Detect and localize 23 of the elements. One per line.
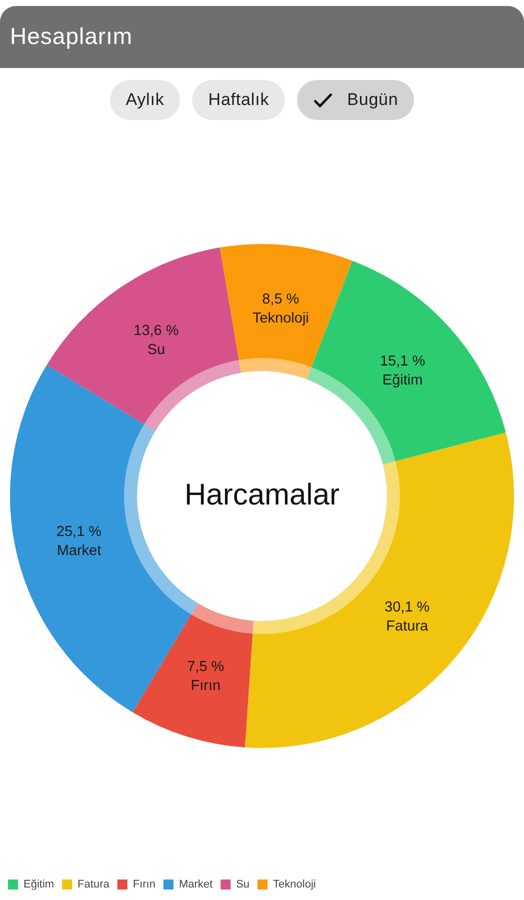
app-header: Hesaplarım: [0, 6, 524, 68]
slice-label: Fatura: [386, 618, 430, 634]
legend-label: Fatura: [78, 878, 110, 891]
legend-label: Fırın: [132, 878, 156, 891]
data-label: 7,5 %: [187, 658, 224, 675]
slice-label: Su: [147, 342, 166, 358]
slice-label: Market: [56, 543, 102, 560]
data-label: 13,6 %: [134, 322, 179, 339]
text: Harcamalar: [184, 478, 340, 512]
slice-label: Teknoloji: [252, 310, 309, 326]
data-label: 8,5 %: [262, 291, 300, 308]
data-label: 15,1 %: [380, 353, 426, 370]
legend-label: Teknoloji: [273, 878, 316, 891]
filter-button[interactable]: Aylık: [110, 80, 180, 120]
slice-label: Eğitim: [382, 372, 423, 388]
data-label: 30,1 %: [384, 599, 430, 616]
data-label: 25,1 %: [56, 524, 102, 540]
filter-button[interactable]: Bugün: [297, 80, 414, 120]
legend-label: Su: [236, 878, 250, 891]
legend-label: Eğitim: [24, 878, 54, 891]
slice-label: Fırın: [190, 678, 221, 694]
filter-button[interactable]: Haftalık: [192, 80, 286, 120]
legend-label: Market: [178, 878, 213, 891]
